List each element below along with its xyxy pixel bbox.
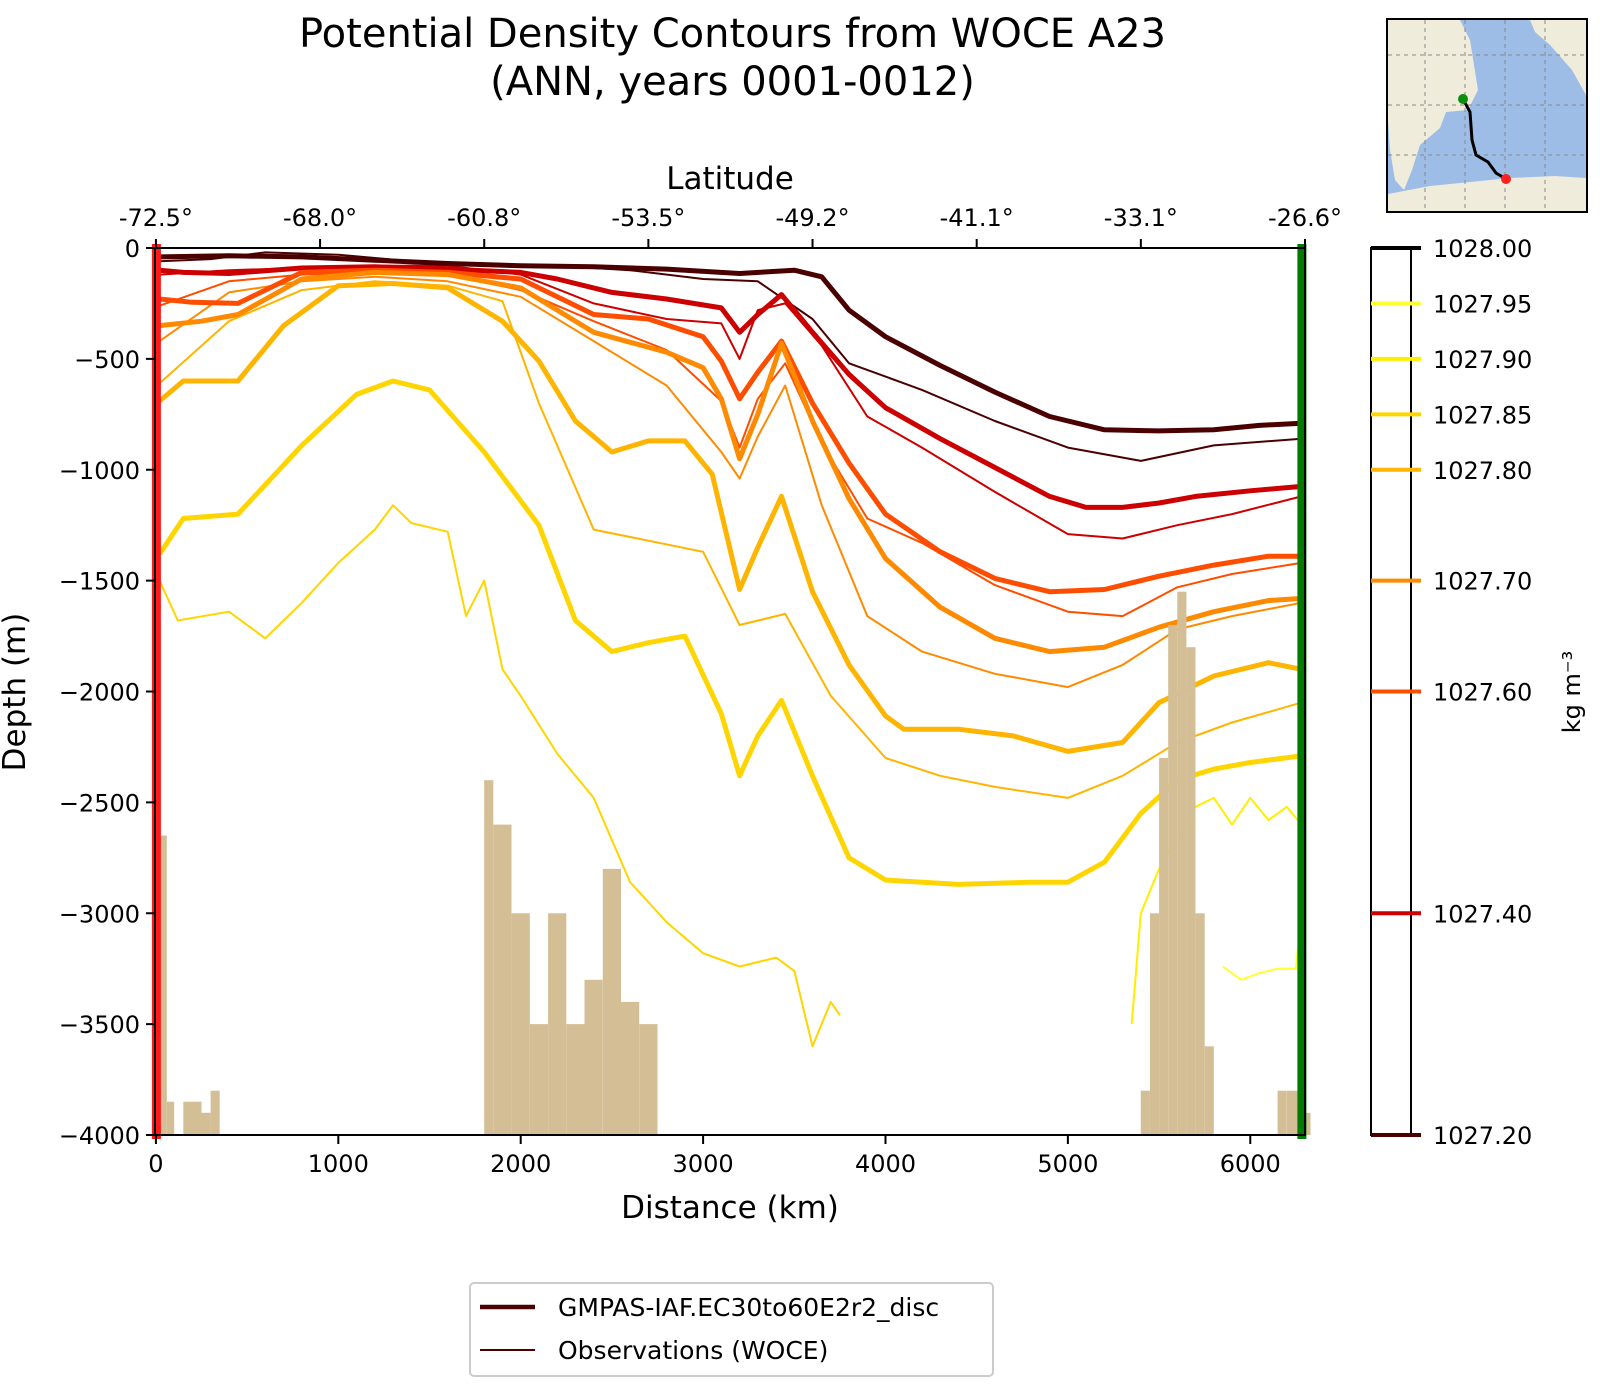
colorbar-tick-label: 1028.00 — [1433, 235, 1532, 263]
y-tick-label: −1000 — [59, 457, 140, 485]
obs-contour-1027.85 — [158, 504, 841, 1048]
y-tick-label: 0 — [125, 235, 140, 263]
bathymetry-bar — [566, 1024, 585, 1135]
chart-subtitle: (ANN, years 0001-0012) — [490, 59, 975, 105]
plot-area: 0 1000 2000 3000 4000 5000 6000 0 −500 −1000 −150… — [59, 204, 1342, 1178]
top-tick-label: -68.0° — [283, 204, 357, 232]
x-tick-label: 6000 — [1220, 1150, 1281, 1178]
inset-antarctica — [1388, 176, 1586, 211]
bathymetry-bar — [493, 824, 512, 1135]
colorbar-tick-label: 1027.70 — [1433, 568, 1532, 596]
bathymetry-bar — [1204, 1046, 1214, 1135]
inset-map — [1386, 18, 1588, 213]
colorbar-tick-label: 1027.90 — [1433, 346, 1532, 374]
inset-transect-track — [1461, 98, 1507, 181]
transect-start-marker — [151, 244, 161, 1139]
x-tick-label: 0 — [148, 1150, 163, 1178]
legend-label-obs: Observations (WOCE) — [558, 1336, 828, 1365]
bathymetry-bar — [484, 780, 494, 1135]
bathymetry-bar — [1168, 625, 1178, 1135]
inset-africa — [1530, 20, 1586, 95]
bathymetry-bar — [1195, 913, 1205, 1136]
top-tick-label: -49.2° — [775, 204, 849, 232]
y-tick-label: −4000 — [59, 1122, 140, 1150]
top-tick-label: -33.1° — [1104, 204, 1178, 232]
x-tick-label: 5000 — [1037, 1150, 1098, 1178]
inset-start-marker — [1501, 174, 1511, 184]
bathymetry-bar — [511, 913, 530, 1136]
model-contour-1027.2 — [159, 253, 1302, 434]
top-tick-label: -41.1° — [940, 204, 1014, 232]
legend-label-model: GMPAS-IAF.EC30to60E2r2_disc — [558, 1293, 939, 1322]
colorbar-tick-label: 1027.40 — [1433, 900, 1532, 928]
model-contour-1027.4 — [159, 264, 1302, 510]
transect-end-marker — [1297, 244, 1307, 1139]
colorbar-tick-label: 1027.85 — [1433, 401, 1532, 429]
bathymetry-bar — [621, 1001, 640, 1135]
inset-south-america — [1388, 20, 1478, 190]
bathymetry-bar — [1150, 913, 1160, 1136]
bathymetry-bar — [1140, 1090, 1150, 1135]
bathymetry-bar — [548, 913, 567, 1136]
y-tick-label: −3000 — [59, 900, 140, 928]
bathymetry-bar — [210, 1090, 220, 1135]
bathymetry-bar — [201, 1112, 211, 1135]
x-axis-label: Distance (km) — [621, 1190, 839, 1226]
x-tick-label: 4000 — [855, 1150, 916, 1178]
bathymetry-bar — [1177, 591, 1187, 1135]
obs-contour-1027.2 — [159, 251, 1302, 462]
y-axis-label: Depth (m) — [0, 613, 33, 772]
colorbar-label: kg m⁻³ — [1558, 651, 1586, 733]
bathymetry-bar — [584, 979, 603, 1135]
colorbar-tick-label: 1027.20 — [1433, 1122, 1532, 1150]
x-tick-label: 3000 — [673, 1150, 734, 1178]
bathymetry-bar — [1277, 1090, 1287, 1135]
x-tick-label: 2000 — [490, 1150, 551, 1178]
colorbar: 1027.20 1027.40 1027.60 1027.70 1027.80 1027.… — [1370, 235, 1586, 1150]
y-tick-label: −2000 — [59, 679, 140, 707]
bathymetry-bar — [529, 1024, 548, 1135]
obs-contour-1027.95 — [1222, 913, 1303, 981]
bathymetry-bar — [1186, 647, 1196, 1135]
bathymetry-bar — [155, 835, 167, 1135]
top-tick-label: -72.5° — [119, 204, 193, 232]
y-tick-label: −3500 — [59, 1011, 140, 1039]
colorbar-tick-label: 1027.60 — [1433, 679, 1532, 707]
bathymetry-bar — [166, 1101, 175, 1135]
top-axis-label: Latitude — [666, 161, 794, 197]
bathymetry-bar — [183, 1101, 202, 1135]
model-contour-1027.8 — [157, 281, 1302, 754]
y-tick-label: −1500 — [59, 568, 140, 596]
bathymetry-bar — [602, 868, 621, 1135]
top-tick-label: -60.8° — [447, 204, 521, 232]
top-tick-label: -26.6° — [1268, 204, 1342, 232]
x-tick-label: 1000 — [308, 1150, 369, 1178]
y-tick-label: −2500 — [59, 789, 140, 817]
inset-end-marker — [1458, 94, 1468, 104]
colorbar-tick-label: 1027.80 — [1433, 457, 1532, 485]
legend: GMPAS-IAF.EC30to60E2r2_disc Observations… — [469, 1282, 994, 1377]
obs-contour-1027.7 — [159, 275, 1302, 689]
model-contour-1027.85 — [157, 378, 1302, 887]
model-contour-1027.7 — [159, 269, 1302, 655]
bathymetry-bar — [1159, 758, 1169, 1135]
top-tick-label: -53.5° — [611, 204, 685, 232]
y-tick-label: −500 — [74, 346, 140, 374]
chart-title: Potential Density Contours from WOCE A23 — [298, 11, 1166, 57]
obs-contour-1027.9 — [1130, 796, 1303, 1025]
bathymetry-bar — [639, 1024, 658, 1135]
colorbar-tick-label: 1027.95 — [1433, 290, 1532, 318]
